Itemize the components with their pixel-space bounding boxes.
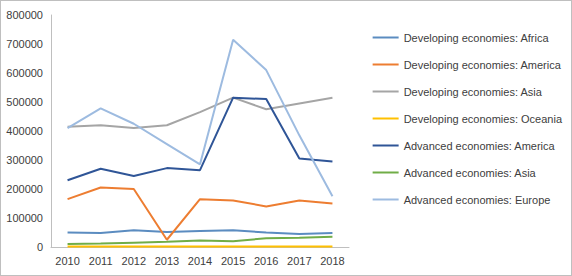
svg-text:400000: 400000 [6,125,43,137]
svg-text:0: 0 [37,241,43,253]
svg-text:200000: 200000 [6,183,43,195]
svg-text:2011: 2011 [89,255,113,267]
svg-text:Developing economies: Oceania: Developing economies: Oceania [404,113,563,125]
svg-text:Developing economies: Africa: Developing economies: Africa [404,32,550,44]
svg-text:2010: 2010 [55,255,79,267]
svg-text:2017: 2017 [287,255,311,267]
svg-text:Developing economies: America: Developing economies: America [404,59,562,71]
svg-text:2014: 2014 [188,255,212,267]
svg-text:2013: 2013 [155,255,179,267]
svg-text:2012: 2012 [122,255,146,267]
svg-text:500000: 500000 [6,96,43,108]
svg-text:700000: 700000 [6,38,43,50]
svg-text:2018: 2018 [320,255,344,267]
svg-text:Advanced economies: Europe: Advanced economies: Europe [404,194,551,206]
svg-text:100000: 100000 [6,212,43,224]
svg-text:Advanced economies: Asia: Advanced economies: Asia [404,167,537,179]
svg-text:300000: 300000 [6,154,43,166]
svg-text:Advanced economies: America: Advanced economies: America [404,140,556,152]
svg-text:2016: 2016 [254,255,278,267]
svg-text:600000: 600000 [6,67,43,79]
svg-text:Developing economies: Asia: Developing economies: Asia [404,86,543,98]
svg-text:2015: 2015 [221,255,245,267]
svg-text:800000: 800000 [6,9,43,21]
